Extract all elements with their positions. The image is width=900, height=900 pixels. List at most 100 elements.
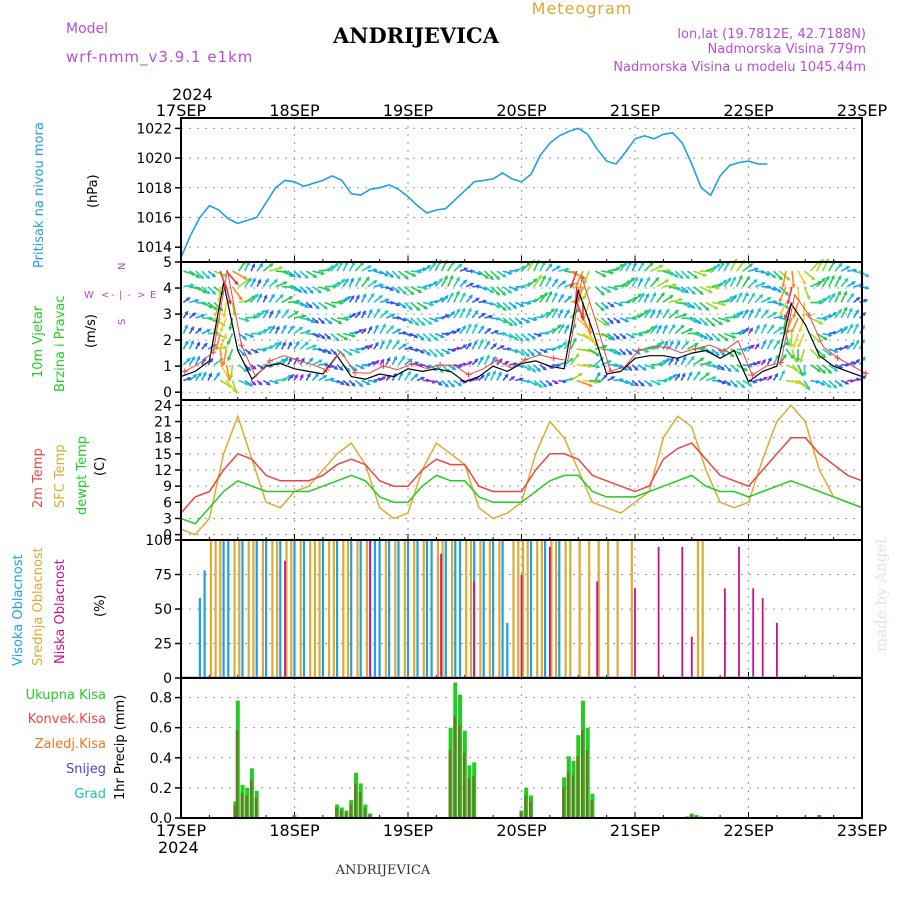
wind-arrow bbox=[367, 280, 377, 288]
wind-arrow bbox=[760, 309, 769, 319]
cloud-high-bar bbox=[359, 540, 362, 678]
legend-snow: Snijeg bbox=[66, 762, 106, 777]
precipitation-panel: 0.0 0.2 0.4 0.6 0.8 bbox=[150, 678, 863, 827]
wind-arrows bbox=[182, 257, 870, 395]
cloud-low-bar bbox=[440, 553, 442, 678]
cloud-mid-bar bbox=[313, 540, 316, 678]
wind-arrow-head bbox=[467, 307, 472, 312]
legend-hail: Grad bbox=[74, 787, 106, 802]
wind-arrow bbox=[453, 277, 460, 288]
cloud-mid-bar bbox=[488, 540, 491, 678]
wind-arrow-head bbox=[865, 273, 870, 278]
wind-arrow-head bbox=[402, 343, 408, 348]
legend-frozen-rain: Zaledj.Kisa bbox=[35, 737, 106, 752]
wind-arrow bbox=[595, 345, 607, 350]
wind-arrow-head bbox=[473, 322, 478, 328]
wind-arrow-head bbox=[206, 329, 212, 333]
wind-arrow bbox=[791, 271, 795, 287]
precip-conv-bar bbox=[694, 815, 697, 818]
wind-arrow-head bbox=[531, 335, 537, 340]
wind-arrow-head bbox=[705, 306, 710, 311]
wind-arrow-head bbox=[463, 344, 468, 349]
wind-arrow-head bbox=[417, 289, 423, 294]
wind-arrow-head bbox=[761, 282, 767, 286]
wind-arrow bbox=[736, 379, 745, 388]
wind-arrow bbox=[520, 333, 530, 342]
wind-arrow-head bbox=[596, 371, 601, 376]
wind-arrow-head bbox=[488, 314, 494, 319]
wind-arrow bbox=[803, 364, 806, 376]
wind-arrow-head bbox=[690, 355, 695, 360]
wind-arrow-head bbox=[193, 373, 198, 378]
wind-arrow-head bbox=[226, 341, 231, 346]
wind-arrow-head bbox=[559, 308, 563, 314]
wind-arrow-head bbox=[274, 342, 279, 347]
wind-arrow-head bbox=[314, 319, 320, 324]
cloud-mid-bar bbox=[299, 540, 302, 678]
wind-arrow-head bbox=[371, 361, 377, 365]
top-date-label: 18SEP bbox=[269, 101, 320, 120]
wind-arrow-head bbox=[196, 355, 201, 360]
wind-arrow bbox=[299, 270, 309, 279]
wind-arrow-head bbox=[486, 371, 491, 377]
cloud-unit: (%) bbox=[93, 595, 108, 618]
wind-arrow-head bbox=[540, 294, 545, 299]
wind-arrow-head bbox=[298, 288, 303, 293]
wind-arrow-head bbox=[602, 273, 607, 278]
wind-arrow-head bbox=[299, 373, 304, 379]
wind-arrow bbox=[453, 263, 463, 272]
wind-arrow-head bbox=[261, 309, 266, 314]
temp-unit: (C) bbox=[93, 457, 108, 476]
wind-arrow bbox=[336, 261, 343, 272]
wind-arrow bbox=[465, 324, 472, 334]
cloud-low-bar bbox=[473, 581, 476, 678]
sfctemp-ylabel: SFC Temp bbox=[53, 444, 68, 508]
wind-arrow-head bbox=[776, 339, 781, 344]
altitude-label: Nadmorska Visina 779m bbox=[708, 42, 867, 57]
wind-arrow-head bbox=[609, 320, 614, 325]
wind-arrow-head bbox=[854, 323, 859, 328]
cloud-mid-bar bbox=[214, 540, 217, 678]
wind-arrow-head bbox=[490, 289, 495, 294]
cloud-mid-bar bbox=[238, 540, 241, 678]
wind-arrow-head bbox=[449, 292, 454, 297]
wind-arrow-head bbox=[462, 325, 466, 330]
gust-marker bbox=[834, 354, 841, 361]
wind-arrow-head bbox=[360, 365, 366, 370]
wind-arrow-head bbox=[676, 340, 681, 345]
wind-arrow-head bbox=[351, 382, 356, 387]
wind-arrow bbox=[220, 317, 228, 332]
wind-arrow-head bbox=[451, 330, 457, 335]
wind-arrow-head bbox=[358, 329, 364, 333]
gust-marker bbox=[579, 274, 586, 281]
wind-arrow bbox=[766, 324, 775, 335]
wind-arrow-head bbox=[850, 378, 855, 383]
wind-arrow bbox=[281, 309, 289, 319]
wind-arrow-head bbox=[318, 359, 324, 364]
wind-arrow-head bbox=[200, 275, 205, 280]
wind-arrow-head bbox=[633, 261, 637, 267]
wind-arrow-head bbox=[335, 337, 340, 342]
wind-arrow bbox=[816, 298, 827, 304]
gust-marker bbox=[522, 356, 529, 363]
wind-arrow-head bbox=[438, 277, 443, 282]
wind-arrow-head bbox=[285, 308, 290, 314]
wind-arrow bbox=[195, 270, 204, 279]
wind-arrow-head bbox=[328, 320, 333, 325]
wind-arrow bbox=[484, 286, 494, 294]
gust-marker bbox=[749, 372, 756, 379]
wind-arrow-head bbox=[603, 322, 608, 326]
top-date-label: 19SEP bbox=[383, 101, 434, 120]
y-tick-label: 0.6 bbox=[150, 721, 172, 737]
wind-arrow-head bbox=[458, 263, 463, 268]
wind-arrow bbox=[711, 301, 726, 306]
wind-arrow-head bbox=[288, 341, 292, 346]
wind-arrow-head bbox=[299, 326, 304, 331]
wind-arrow-head bbox=[664, 340, 668, 345]
wind-arrow bbox=[533, 294, 544, 304]
wind-arrow-head bbox=[206, 275, 211, 280]
wind-arrow bbox=[582, 317, 591, 333]
precip-conv-bar bbox=[344, 812, 347, 818]
wind-arrow-head bbox=[620, 263, 625, 268]
wind-arrow-head bbox=[623, 367, 629, 371]
